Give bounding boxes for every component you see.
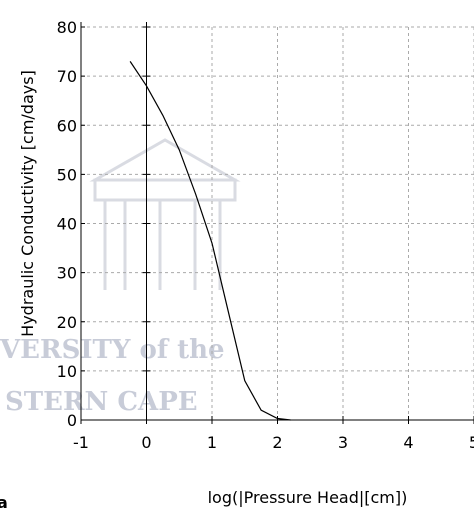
y-tick-label: 40 bbox=[57, 215, 77, 234]
x-tick-label: -1 bbox=[73, 433, 89, 452]
y-tick-label: 0 bbox=[67, 411, 77, 430]
x-tick-label: 1 bbox=[207, 433, 217, 452]
x-tick-label: 4 bbox=[403, 433, 413, 452]
y-tick-label: 50 bbox=[57, 165, 77, 184]
data-line bbox=[129, 61, 291, 421]
y-tick-label: 60 bbox=[57, 116, 77, 135]
x-tick-label: 5 bbox=[469, 433, 474, 452]
x-tick-label: 2 bbox=[272, 433, 282, 452]
watermark-building bbox=[89, 138, 241, 290]
y-tick-label: 80 bbox=[57, 18, 77, 37]
watermark-text: STERN CAPE bbox=[5, 387, 198, 417]
y-tick-label: 70 bbox=[57, 67, 77, 86]
x-tick-label: 0 bbox=[141, 433, 151, 452]
watermark-text: VERSITY of the bbox=[0, 335, 225, 365]
x-tick-label: 3 bbox=[338, 433, 348, 452]
x-axis-label: log(|Pressure Head|[cm]) bbox=[208, 488, 408, 507]
y-tick-label: 30 bbox=[57, 264, 77, 283]
panel-label: a bbox=[0, 493, 8, 510]
y-axis-label: Hydraulic Conductivity [cm/days] bbox=[18, 70, 37, 337]
y-tick-label: 10 bbox=[57, 362, 77, 381]
y-tick-label: 20 bbox=[57, 313, 77, 332]
